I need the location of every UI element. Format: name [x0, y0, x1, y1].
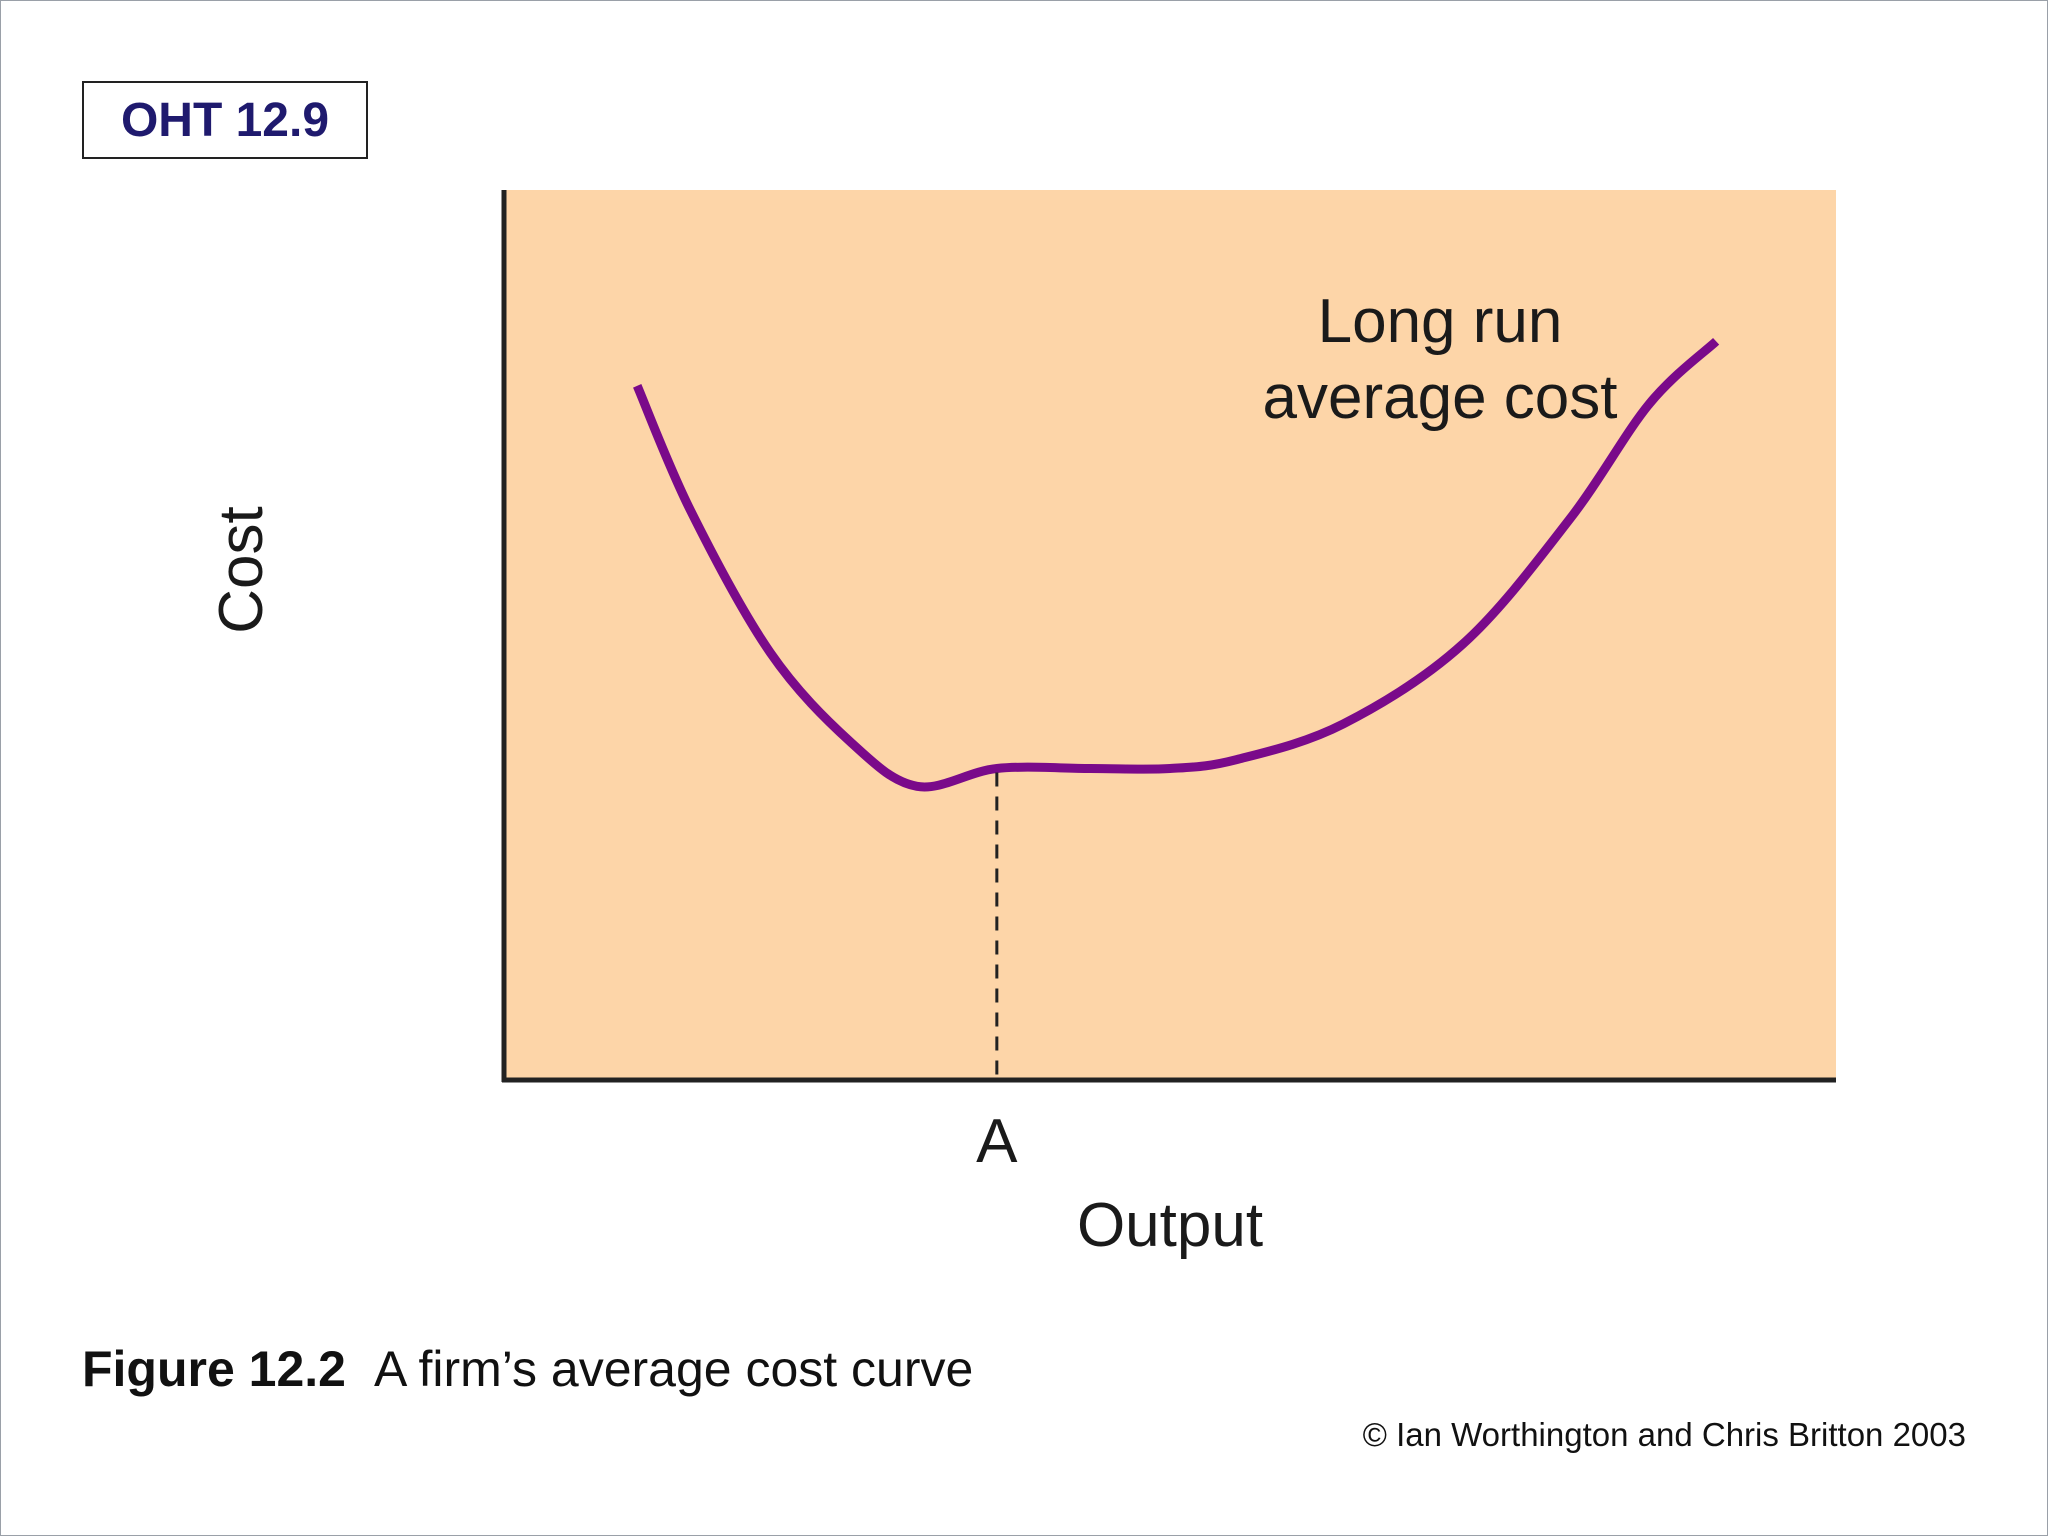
figure-caption: Figure 12.2 A firm’s average cost curve	[82, 1340, 973, 1398]
figure-title: A firm’s average cost curve	[374, 1341, 974, 1397]
figure-number: Figure 12.2	[82, 1341, 346, 1397]
x-tick-label-a: A	[976, 1107, 1018, 1176]
curve-label-line-1: Long run	[1318, 287, 1563, 356]
x-axis-label: Output	[1077, 1191, 1263, 1260]
y-axis-label: Cost	[207, 506, 276, 633]
long-run-average-cost-curve	[633, 337, 1720, 792]
plot-background	[504, 190, 1836, 1080]
copyright-notice: © Ian Worthington and Chris Britton 2003	[1362, 1416, 1966, 1453]
curve-label-line-2: average cost	[1263, 363, 1618, 432]
oht-label: OHT 12.9	[82, 81, 368, 159]
